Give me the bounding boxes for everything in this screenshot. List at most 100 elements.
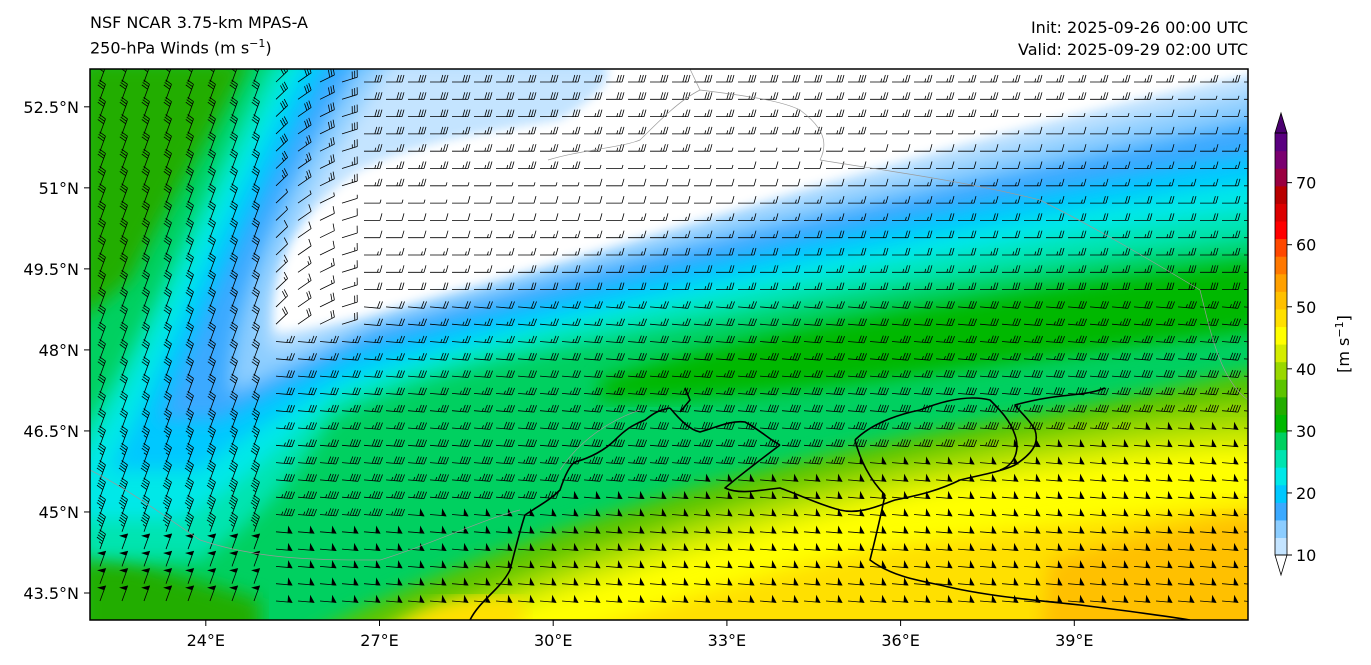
wind-barb bbox=[935, 542, 953, 551]
wind-barb bbox=[452, 195, 471, 204]
wind-barb bbox=[979, 525, 997, 534]
country-borders bbox=[90, 69, 1248, 561]
wind-barb bbox=[407, 404, 427, 413]
wind-barb bbox=[649, 318, 669, 326]
wind-barb bbox=[759, 421, 779, 430]
wind-barb bbox=[1177, 594, 1195, 603]
wind-barb bbox=[517, 473, 537, 482]
wind-barb bbox=[1111, 421, 1131, 430]
wind-barb bbox=[1024, 247, 1043, 256]
wind-barb bbox=[539, 404, 559, 413]
wind-barb bbox=[760, 213, 779, 221]
wind-barb bbox=[1001, 352, 1021, 361]
wind-barb bbox=[869, 335, 889, 344]
wind-barb bbox=[473, 473, 493, 482]
wind-barb bbox=[1111, 439, 1129, 448]
wind-barb bbox=[979, 577, 997, 586]
wind-barb bbox=[1045, 318, 1065, 326]
wind-barb bbox=[650, 230, 669, 239]
wind-barb bbox=[119, 183, 128, 204]
wind-barb bbox=[605, 318, 625, 326]
wind-barb bbox=[518, 109, 537, 117]
wind-barb bbox=[251, 200, 260, 221]
wind-barb bbox=[958, 161, 977, 169]
wind-barb bbox=[1067, 456, 1085, 465]
wind-barb bbox=[1200, 178, 1219, 187]
wind-barb bbox=[870, 92, 889, 100]
wind-barb bbox=[1133, 369, 1153, 378]
wind-barb bbox=[275, 150, 288, 169]
colorbar-segment bbox=[1275, 361, 1287, 380]
wind-barb bbox=[1112, 265, 1131, 273]
wind-barb bbox=[364, 230, 383, 239]
wind-barb bbox=[163, 442, 172, 463]
wind-barb bbox=[207, 235, 216, 256]
wind-barb bbox=[628, 230, 647, 239]
wind-barb bbox=[407, 473, 427, 482]
wind-barb bbox=[496, 74, 515, 83]
wind-barb bbox=[627, 456, 647, 465]
wind-barb bbox=[451, 473, 471, 482]
wind-barb bbox=[429, 439, 449, 448]
wind-barb bbox=[737, 439, 757, 448]
wind-barb bbox=[474, 195, 493, 204]
wind-barb bbox=[935, 456, 953, 465]
wind-barb bbox=[229, 148, 238, 169]
wind-barb bbox=[1068, 126, 1087, 135]
wind-barb bbox=[517, 370, 537, 378]
wind-barb bbox=[473, 318, 493, 326]
wind-barb bbox=[693, 318, 713, 326]
wind-barb bbox=[297, 370, 317, 378]
wind-barb bbox=[141, 166, 150, 186]
wind-barb bbox=[408, 199, 426, 204]
wind-barb bbox=[759, 404, 779, 413]
wind-barb bbox=[825, 370, 845, 378]
wind-barb bbox=[207, 252, 216, 273]
wind-barb bbox=[207, 568, 217, 584]
wind-barb bbox=[386, 199, 404, 204]
wind-barb bbox=[1090, 161, 1109, 169]
wind-barb bbox=[1067, 490, 1085, 500]
wind-barb bbox=[583, 508, 601, 517]
wind-barb bbox=[627, 335, 647, 344]
wind-barb bbox=[297, 221, 312, 239]
wind-barb bbox=[163, 585, 173, 602]
wind-barb bbox=[364, 126, 383, 135]
wind-barb bbox=[737, 577, 755, 586]
wind-barb bbox=[97, 235, 106, 256]
wind-barb bbox=[1023, 335, 1043, 344]
colorbar-tick-label: 60 bbox=[1296, 236, 1316, 255]
wind-barb bbox=[826, 282, 845, 291]
wind-barb bbox=[1156, 213, 1175, 221]
wind-barb bbox=[583, 421, 603, 430]
wind-barb bbox=[185, 269, 194, 290]
wind-barb bbox=[782, 109, 801, 117]
wind-barb bbox=[319, 370, 339, 378]
wind-barb bbox=[207, 218, 216, 238]
wind-barb bbox=[518, 195, 537, 204]
wind-barb bbox=[430, 144, 449, 152]
wind-barb bbox=[97, 79, 106, 100]
wind-barb bbox=[251, 235, 260, 256]
wind-barb bbox=[584, 74, 603, 83]
wind-barb bbox=[562, 195, 581, 204]
wind-barb bbox=[561, 542, 579, 551]
wind-barb bbox=[737, 335, 757, 344]
wind-barb bbox=[957, 508, 975, 517]
wind-barb bbox=[1156, 95, 1174, 100]
wind-barb bbox=[1244, 185, 1248, 187]
wind-barb bbox=[672, 247, 691, 256]
wind-barb bbox=[140, 512, 150, 532]
wind-barb bbox=[782, 74, 801, 83]
colorbar-segment bbox=[1275, 220, 1287, 240]
wind-barb bbox=[1046, 213, 1065, 221]
wind-barb bbox=[319, 473, 339, 482]
wind-speed-shading bbox=[90, 69, 1248, 620]
wind-barb bbox=[672, 230, 691, 239]
wind-barb bbox=[1068, 247, 1087, 256]
wind-barb bbox=[163, 114, 172, 135]
wind-barb bbox=[407, 370, 427, 378]
wind-barb bbox=[275, 387, 295, 396]
wind-barb bbox=[693, 473, 711, 482]
wind-barb bbox=[606, 164, 624, 169]
